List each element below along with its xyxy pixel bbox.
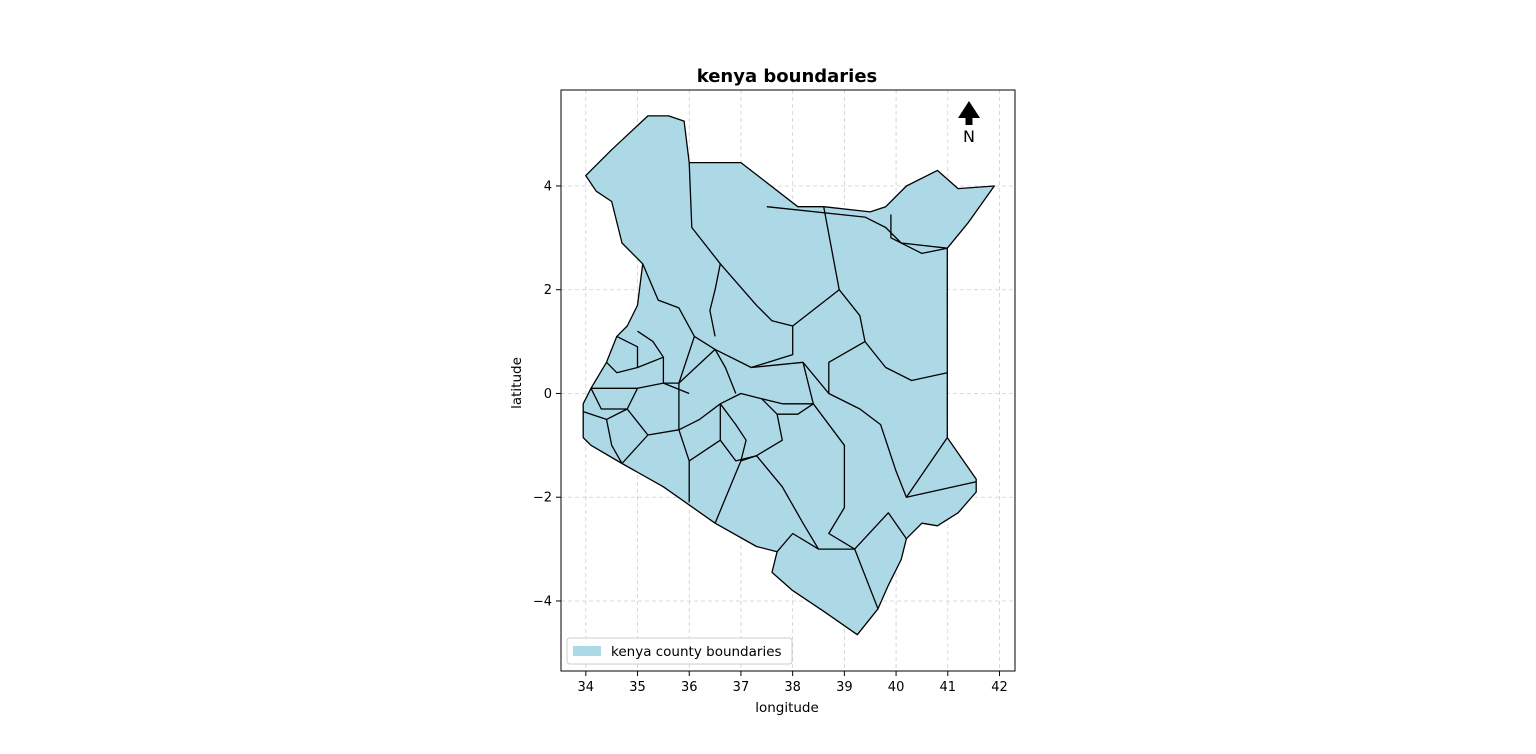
- north-arrow-label: N: [963, 127, 975, 146]
- county-boundary-5: [719, 263, 840, 327]
- county-boundary-26: [605, 419, 623, 464]
- county-boundary-28: [678, 336, 696, 384]
- legend-swatch: [573, 646, 601, 656]
- legend: kenya county boundaries: [566, 637, 793, 665]
- county-boundary-22: [637, 356, 664, 369]
- county-boundary-9: [812, 403, 907, 550]
- x-tick-label-4: 38: [784, 680, 801, 695]
- x-axis-ticks: 34 35 36 37 38 39 40 41 42: [578, 671, 1008, 695]
- county-boundary-18: [678, 403, 721, 431]
- y-tick-label-1: −2: [533, 491, 552, 506]
- y-tick-label-2: 0: [544, 387, 552, 402]
- x-tick-label-5: 39: [836, 680, 853, 695]
- county-boundary-12: [714, 455, 820, 550]
- county-boundary-24: [626, 408, 649, 436]
- county-boundary-0: [688, 162, 721, 337]
- north-arrow: N: [958, 101, 980, 146]
- x-tick-label-2: 36: [681, 680, 698, 695]
- county-boundary-16: [761, 362, 814, 405]
- legend-label: kenya county boundaries: [611, 644, 782, 660]
- county-boundary-23: [590, 388, 639, 410]
- x-tick-label-3: 37: [733, 680, 750, 695]
- county-boundary-10: [906, 481, 977, 498]
- county-boundary-2: [766, 206, 948, 249]
- x-axis-label: longitude: [755, 700, 819, 716]
- x-tick-label-7: 41: [940, 680, 957, 695]
- x-tick-label-8: 42: [991, 680, 1008, 695]
- x-tick-label-1: 35: [629, 680, 646, 695]
- county-boundary-1: [642, 263, 716, 350]
- county-boundary-30: [719, 403, 747, 462]
- county-boundary-8: [828, 392, 948, 498]
- north-arrow-icon: [958, 101, 980, 125]
- x-tick-label-0: 34: [578, 680, 595, 695]
- county-boundary-14: [688, 439, 757, 462]
- y-tick-label-0: −4: [533, 594, 552, 609]
- county-boundary-20: [637, 330, 665, 384]
- county-boundary-29: [714, 349, 737, 394]
- y-axis-label: latitude: [509, 357, 525, 409]
- county-boundary-17: [777, 403, 814, 415]
- y-tick-label-3: 2: [544, 283, 552, 298]
- y-tick-label-4: 4: [544, 179, 552, 194]
- x-tick-label-6: 40: [888, 680, 905, 695]
- map-title: kenya boundaries: [697, 66, 878, 87]
- county-boundary-3: [890, 214, 948, 255]
- axes-frame: [560, 89, 1016, 672]
- county-boundaries: [582, 115, 995, 636]
- y-axis-ticks: −4 −2 0 2 4: [533, 179, 561, 609]
- legend-frame: [566, 637, 793, 665]
